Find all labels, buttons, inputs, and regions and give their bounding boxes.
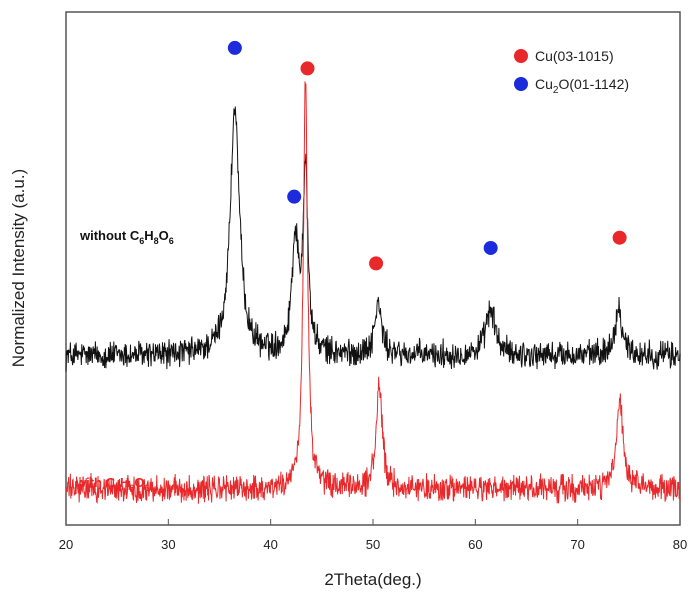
legend-label-cu: Cu(03-1015) [535,48,614,64]
x-axis-label: 2Theta(deg.) [324,570,421,589]
phase-marker-cu2o-4 [483,240,498,255]
x-tick-label-50: 50 [366,537,380,552]
x-tick-label-30: 30 [161,537,175,552]
x-tick-label-70: 70 [570,537,584,552]
phase-marker-cu-3 [369,256,384,271]
series-line-with [65,81,681,504]
series-layer [65,81,681,504]
x-axis-ticks: 20 30 40 50 60 70 80 [59,519,687,552]
legend-label-cu2o: Cu2O(01-1142) [535,76,629,96]
series-line-without [65,106,681,372]
y-axis-label: Normalized Intensity (a.u.) [9,169,28,367]
x-tick-label-60: 60 [468,537,482,552]
legend: Cu(03-1015) Cu2O(01-1142) [514,48,629,96]
marker-layer [227,40,627,271]
series-label-without: without C6H8O6 [79,228,174,246]
x-tick-label-80: 80 [673,537,687,552]
phase-marker-cu2o-1 [287,189,302,204]
phase-marker-cu-2 [300,61,315,76]
phase-marker-cu-5 [612,230,627,245]
legend-marker-cu2o [514,77,528,91]
x-tick-label-40: 40 [263,537,277,552]
series-label-with: with C6H8O6 [75,475,150,493]
legend-marker-cu [514,49,528,63]
x-tick-label-20: 20 [59,537,73,552]
phase-marker-cu2o-0 [227,40,242,55]
